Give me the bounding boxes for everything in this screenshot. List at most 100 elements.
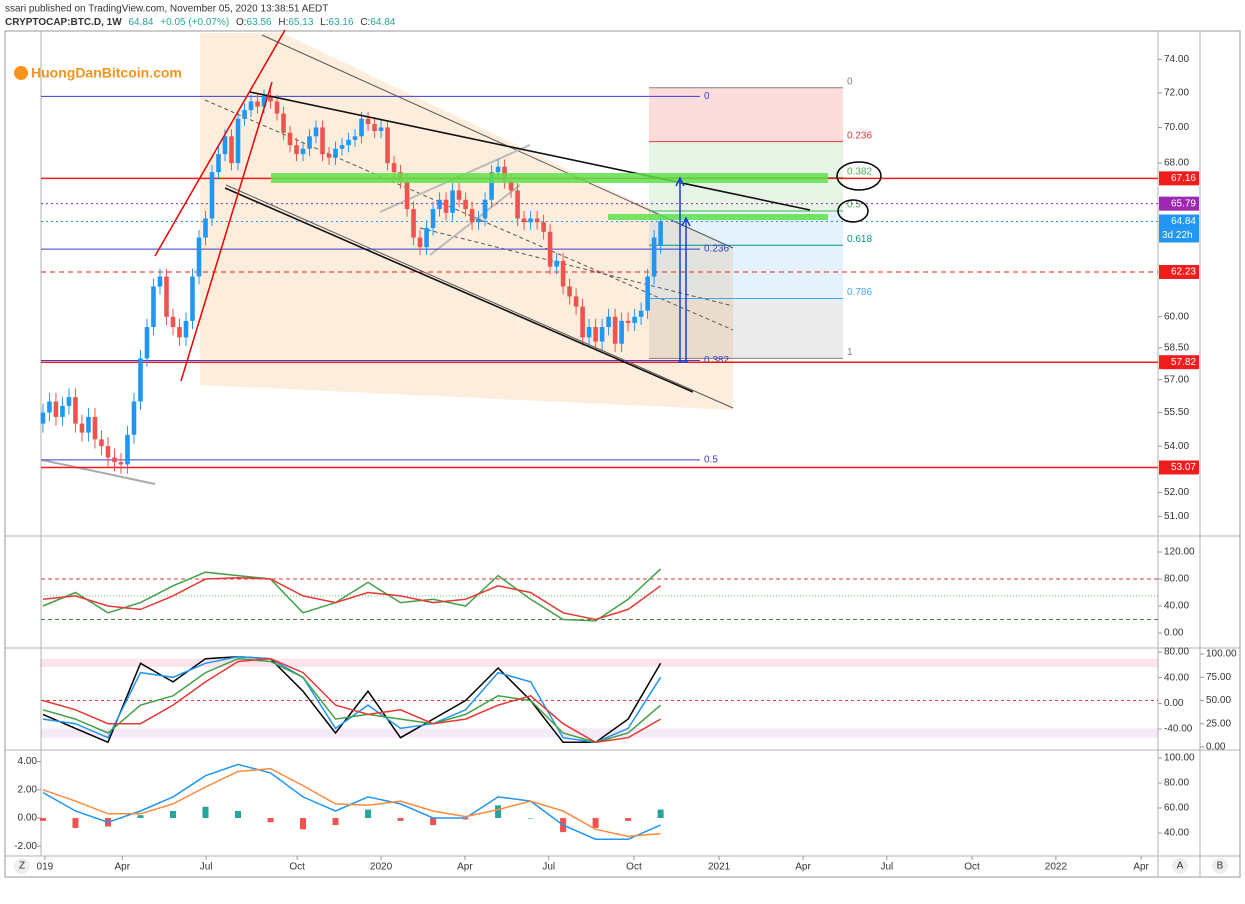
x-tick-label: 2021 <box>708 862 731 873</box>
y-tick-label: 54.00 <box>1164 441 1189 452</box>
histogram-bar <box>137 815 144 819</box>
y-tick-label: 50.00 <box>1206 695 1231 706</box>
candle-body <box>476 218 481 223</box>
candle-body <box>242 110 247 119</box>
y-tick-label: 0.00 <box>1164 628 1184 639</box>
histogram-bar <box>235 810 242 819</box>
candle-body <box>216 154 221 173</box>
candle-body <box>495 166 501 173</box>
plot: 74.00 72.00 70.00 68.00 60.00 58.50 57.00 55.50… <box>14 54 1237 873</box>
candle-body <box>294 145 299 155</box>
candle-body <box>99 439 104 447</box>
candle-body <box>73 397 78 424</box>
candle-body <box>651 237 657 277</box>
candle-body <box>196 237 202 277</box>
symbol-legend: CRYPTOCAP:BTC.D, 1W 64.84 +0.05 (+0.07%)… <box>5 17 396 28</box>
candle-body <box>352 136 358 140</box>
fib-label: 0.786 <box>847 287 872 298</box>
button[interactable]: Z <box>19 861 25 872</box>
candle-body <box>638 310 644 317</box>
candle-body <box>515 190 520 219</box>
candle-body <box>528 218 533 223</box>
y-tick-label: 80.00 <box>1164 778 1189 789</box>
candle-body <box>469 209 475 223</box>
x-tick-label: Jul <box>200 862 213 873</box>
candle-body <box>385 127 390 164</box>
candle-body <box>560 260 566 287</box>
candle-body <box>320 127 325 155</box>
candle-body <box>599 327 605 342</box>
candle-body <box>66 397 72 406</box>
fib-label: 0.236 <box>704 244 729 255</box>
candle-body <box>118 462 124 465</box>
x-tick-label: Apr <box>1133 862 1149 873</box>
candle-body <box>580 306 585 338</box>
y-tick-label: 100.00 <box>1206 649 1237 660</box>
candle-body <box>456 190 462 200</box>
y-tick-label: 40.00 <box>1164 601 1189 612</box>
y-tick-label: 80.00 <box>1164 574 1189 585</box>
candle-body <box>183 320 189 338</box>
y-tick-label: 60.00 <box>1164 803 1189 814</box>
y-tick-label: 40.00 <box>1164 672 1189 683</box>
candle-body <box>346 139 351 146</box>
candle-body <box>573 296 579 307</box>
candle-body <box>300 148 306 155</box>
candle-body <box>261 96 267 107</box>
candle-body <box>619 320 624 344</box>
bottom-buttons: Z A B <box>14 858 1228 874</box>
x-tick-label: Apr <box>795 862 811 873</box>
price-label: 65.79 <box>1171 198 1196 209</box>
candle-body <box>508 181 514 191</box>
y-tick-label: 68.00 <box>1164 158 1189 169</box>
x-tick-label: Oct <box>289 862 305 873</box>
series-line <box>42 767 661 838</box>
candle-body <box>424 227 429 248</box>
red-trend <box>180 81 273 382</box>
channel-mid <box>204 99 734 331</box>
candle-body <box>372 123 377 132</box>
candle-body <box>606 316 611 328</box>
candle-body <box>326 154 332 158</box>
button[interactable]: A <box>1177 861 1184 872</box>
histogram-bar <box>39 818 46 821</box>
candle-body <box>209 172 215 219</box>
zone-highlight <box>608 214 828 220</box>
histogram-bar <box>202 806 209 819</box>
low-value: 63.16 <box>329 17 354 28</box>
candle-body <box>521 218 527 223</box>
price-label-bg <box>1159 355 1199 370</box>
fib-label: 0.382 <box>704 355 729 366</box>
fib-label: 0 <box>704 91 710 102</box>
y-tick-label: 52.00 <box>1164 487 1189 498</box>
x-tick-label: 2020 <box>370 862 393 873</box>
histogram-bar <box>365 809 372 819</box>
button-bg <box>1172 858 1188 874</box>
histogram-bar <box>267 818 274 823</box>
candle-body <box>339 145 345 149</box>
y-tick-label: 25.00 <box>1206 718 1231 729</box>
high-value: 65.13 <box>288 17 313 28</box>
candle-body <box>268 96 273 102</box>
y-tick-label: 0.00 <box>18 813 38 824</box>
candle-body <box>586 327 592 338</box>
open-value: 63.56 <box>247 17 272 28</box>
x-tick-label: Oct <box>964 862 980 873</box>
fib-label: 0.382 <box>847 166 872 177</box>
price-label-bg <box>1159 196 1199 211</box>
candle-body <box>417 237 423 248</box>
y-tick-label: 2.00 <box>18 784 38 795</box>
band <box>41 658 1158 668</box>
candle-body <box>144 327 150 359</box>
candle-body <box>489 172 494 200</box>
candle-body <box>151 286 156 328</box>
candle-body <box>430 209 436 228</box>
series-line <box>42 657 661 744</box>
candle-body <box>170 316 176 328</box>
button[interactable]: B <box>1217 861 1224 872</box>
candle-body <box>307 136 312 149</box>
countdown: 3d 22h <box>1162 230 1193 241</box>
series-line <box>42 576 662 621</box>
